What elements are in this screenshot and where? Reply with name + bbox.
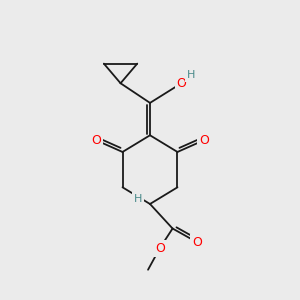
Text: H: H — [187, 70, 195, 80]
Text: O: O — [91, 134, 101, 147]
Text: O: O — [192, 236, 202, 249]
Text: O: O — [155, 242, 165, 255]
Text: O: O — [176, 77, 186, 90]
Text: H: H — [134, 194, 142, 204]
Text: O: O — [199, 134, 209, 147]
